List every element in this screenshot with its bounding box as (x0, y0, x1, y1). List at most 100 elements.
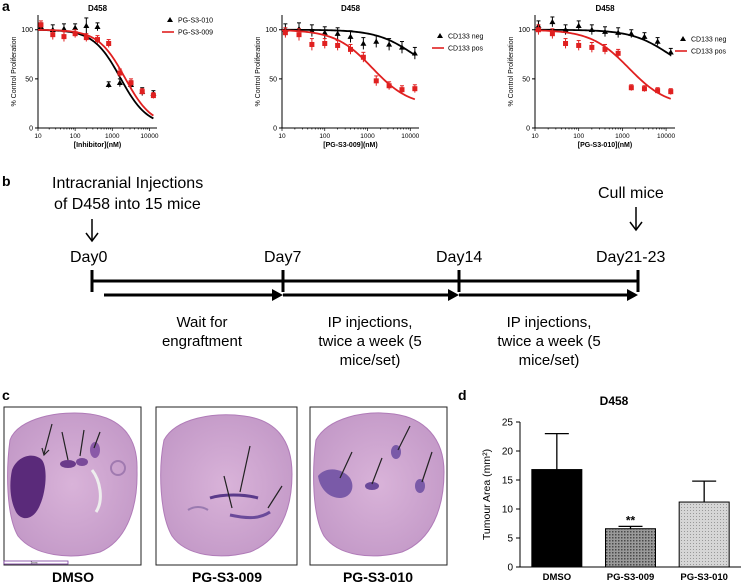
legend-label: CD133 neg (448, 34, 484, 41)
y-tick-label: 20 (502, 447, 514, 458)
y-axis-label: % Control Proliferation (508, 36, 515, 106)
x-tick-label: 1000 (615, 133, 630, 140)
data-point (411, 50, 418, 56)
data-point (105, 81, 112, 87)
panel-label-c: c (2, 387, 10, 403)
injection-note-line1: Intracranial Injections (52, 175, 203, 192)
y-axis-label: % Control Proliferation (255, 36, 262, 106)
data-point (296, 32, 302, 38)
x-tick-label: 10 (278, 133, 286, 140)
x-axis-label: [Inhibitor](nM) (74, 142, 121, 149)
y-tick-label: 100 (265, 27, 277, 34)
data-point (321, 29, 328, 35)
legend-marker (437, 33, 443, 38)
data-point (615, 29, 622, 35)
tumour-mass (10, 455, 46, 519)
phase2-line2: twice a week (5 (318, 333, 421, 350)
scale-bar-label: 3mm (31, 561, 38, 565)
data-point (348, 46, 353, 52)
day-label-21-23: Day21-23 (596, 249, 665, 266)
brain-section (7, 412, 138, 557)
day-label-0: Day0 (70, 249, 107, 266)
data-point (641, 86, 647, 92)
x-tick-label: 10000 (657, 133, 675, 140)
significance-mark: ** (626, 513, 636, 527)
fit-curve (534, 29, 672, 100)
data-point (83, 35, 89, 41)
series-pg-s3-009 (37, 20, 156, 117)
data-point (386, 83, 392, 89)
panel-label-b: b (2, 173, 11, 189)
data-point (60, 25, 67, 31)
legend-label: CD133 pos (691, 49, 727, 56)
data-point (398, 44, 405, 50)
data-point (128, 80, 134, 86)
y-tick-label: 25 (502, 418, 514, 429)
x-tick-label: PG-S3-010 (680, 572, 728, 583)
data-point (106, 40, 112, 46)
data-point (575, 22, 582, 29)
bar-pg-s3-010 (678, 480, 730, 568)
data-point (535, 27, 541, 33)
series-cd133-pos (281, 27, 418, 101)
data-point (282, 30, 288, 36)
dose-response-chart-pg-s3-009: D458 0 50 100 10 100 1000 10000 [PG-S3-009](nM)%… (255, 4, 484, 149)
y-tick-label: 0 (29, 126, 33, 133)
data-point (347, 33, 354, 39)
cull-label: Cull mice (598, 185, 664, 202)
tumour-area-bar-chart: D458 0 5 10 15 20 25 Tumour Area (mm²) DMSO ** PG-… (481, 394, 741, 583)
bar (678, 501, 730, 568)
data-point (667, 49, 674, 55)
data-point (50, 32, 56, 38)
y-tick-label: 50 (25, 76, 33, 83)
bar-dmso (531, 432, 583, 568)
fit-curve (282, 28, 416, 56)
x-axis-label: [PG-S3-009](nM) (323, 142, 377, 149)
scale-bar (3, 560, 69, 565)
y-tick-label: 100 (21, 27, 33, 34)
data-point (589, 44, 595, 50)
panel-label-d: d (458, 387, 467, 403)
fit-curve (535, 28, 672, 56)
histology-label-pg-s3-010: PG-S3-010 (343, 569, 413, 584)
phase3-line2: twice a week (5 (497, 333, 600, 350)
data-point (562, 26, 569, 32)
phase3-line1: IP injections, (507, 314, 592, 331)
phase-arrow-2 (283, 289, 459, 301)
data-point (641, 33, 648, 39)
legend-label: CD133 pos (448, 46, 484, 53)
chart-title: D458 (341, 4, 361, 13)
fit-curve (37, 29, 154, 120)
bar (531, 469, 583, 568)
legend-marker (680, 36, 686, 41)
data-point (309, 41, 315, 47)
tumour-mass (318, 469, 353, 498)
dose-response-chart-inhibitor: D458 0 50 100 10 100 1000 10000 [Inhibitor](nM)%… (11, 4, 213, 149)
brain-section (313, 412, 445, 557)
histology-panel-dmso: 3mm (3, 406, 142, 566)
data-point (602, 46, 608, 52)
phase-arrow-3 (459, 289, 638, 301)
x-tick-label: 100 (319, 133, 330, 140)
data-point (322, 40, 328, 46)
phase-arrow-1 (104, 289, 283, 301)
data-point (576, 42, 582, 48)
y-tick-label: 0 (526, 126, 530, 133)
data-point (72, 24, 79, 30)
data-point (602, 28, 608, 34)
fit-curve (281, 29, 416, 101)
chart-title: D458 (600, 394, 629, 408)
treatment-timeline: Intracranial Injections of D458 into 15 … (52, 175, 665, 369)
legend-label: PG-S3-010 (178, 18, 213, 25)
data-point (373, 38, 380, 44)
injection-note-line2: of D458 into 15 mice (54, 196, 201, 213)
series-cd133-neg (282, 22, 418, 60)
histology-label-dmso: DMSO (52, 569, 94, 584)
x-axis-label: [PG-S3-010](nM) (578, 142, 632, 149)
data-point (83, 22, 90, 29)
injection-down-arrow (85, 219, 99, 243)
data-point (38, 22, 44, 28)
bar (605, 528, 656, 568)
x-tick-label: PG-S3-009 (607, 572, 655, 583)
legend-marker (167, 17, 173, 22)
